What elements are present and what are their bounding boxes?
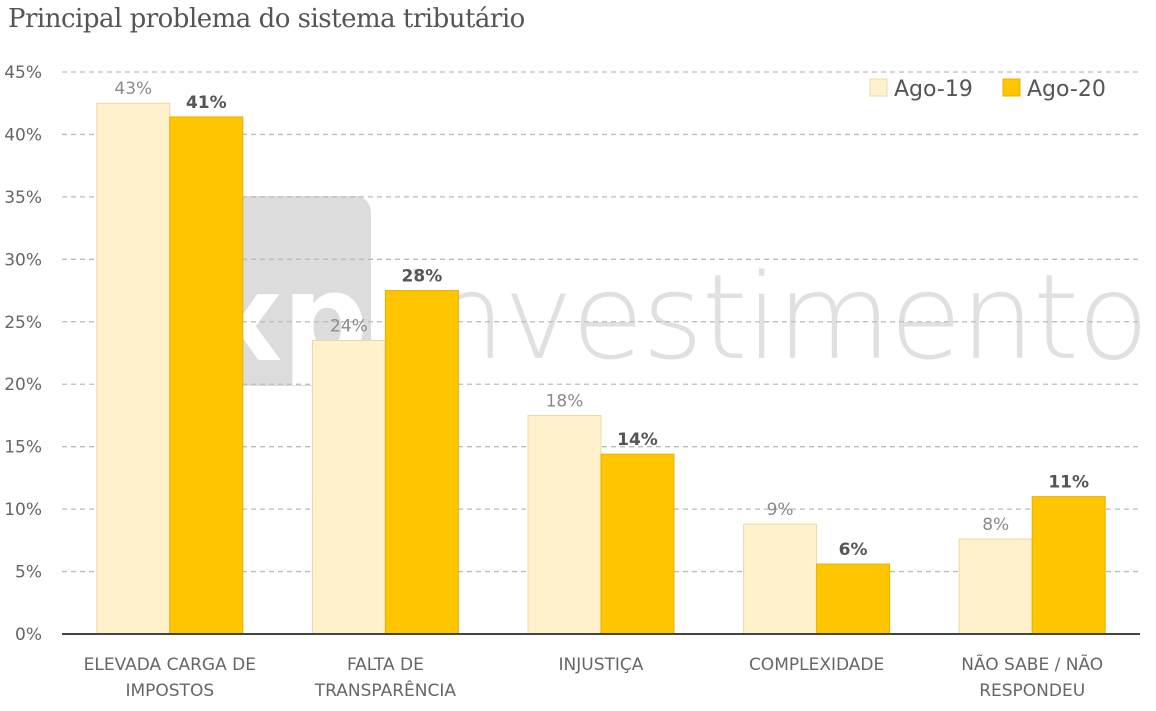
y-tick-label: 20% — [4, 375, 42, 395]
data-label: 9% — [767, 500, 794, 520]
y-tick-label: 25% — [4, 313, 42, 333]
legend-swatch-ago-19 — [869, 78, 888, 97]
watermark-text: investimentos — [400, 248, 1156, 386]
legend-label: Ago-20 — [1027, 77, 1106, 102]
bar-ago-19 — [743, 523, 818, 635]
bar-ago-19 — [96, 102, 171, 635]
bar-ago-20 — [1031, 496, 1106, 635]
data-label: 14% — [617, 430, 658, 450]
x-tick-label: NÃO SABE / NÃO — [961, 653, 1103, 675]
y-tick-label: 45% — [4, 63, 42, 83]
data-label: 41% — [186, 93, 227, 113]
x-tick-label: ELEVADA CARGA DE — [84, 655, 256, 675]
bar-ago-20 — [384, 290, 459, 635]
data-label: 11% — [1048, 473, 1089, 493]
data-label: 8% — [982, 515, 1009, 535]
bar-ago-19 — [958, 538, 1033, 635]
legend-swatch-ago-20 — [1002, 78, 1021, 97]
x-tick-label: INJUSTIÇA — [559, 655, 644, 675]
bar-ago-20 — [600, 453, 675, 635]
data-label: 6% — [839, 540, 868, 560]
x-tick-label: FALTA DE — [347, 655, 424, 675]
y-tick-label: 40% — [4, 125, 42, 145]
bar-ago-20 — [169, 116, 244, 635]
y-tick-label: 15% — [4, 438, 42, 458]
y-tick-label: 30% — [4, 250, 42, 270]
x-tick-label: RESPONDEU — [979, 681, 1085, 701]
x-tick-label: TRANSPARÊNCIA — [314, 679, 457, 701]
data-label: 43% — [114, 79, 152, 99]
bar-ago-19 — [527, 414, 602, 635]
data-label: 18% — [546, 391, 584, 411]
data-label: 24% — [330, 317, 368, 337]
y-tick-label: 0% — [15, 625, 42, 645]
x-tick-label: COMPLEXIDADE — [749, 655, 884, 675]
y-tick-label: 10% — [4, 500, 42, 520]
bar-ago-19 — [311, 340, 386, 635]
x-tick-label: IMPOSTOS — [125, 681, 214, 701]
y-tick-label: 35% — [4, 188, 42, 208]
y-tick-label: 5% — [15, 563, 42, 583]
chart-title: Principal problema do sistema tributário — [8, 4, 525, 34]
data-label: 28% — [402, 267, 443, 287]
bar-ago-20 — [816, 563, 891, 635]
legend-label: Ago-19 — [894, 77, 973, 102]
